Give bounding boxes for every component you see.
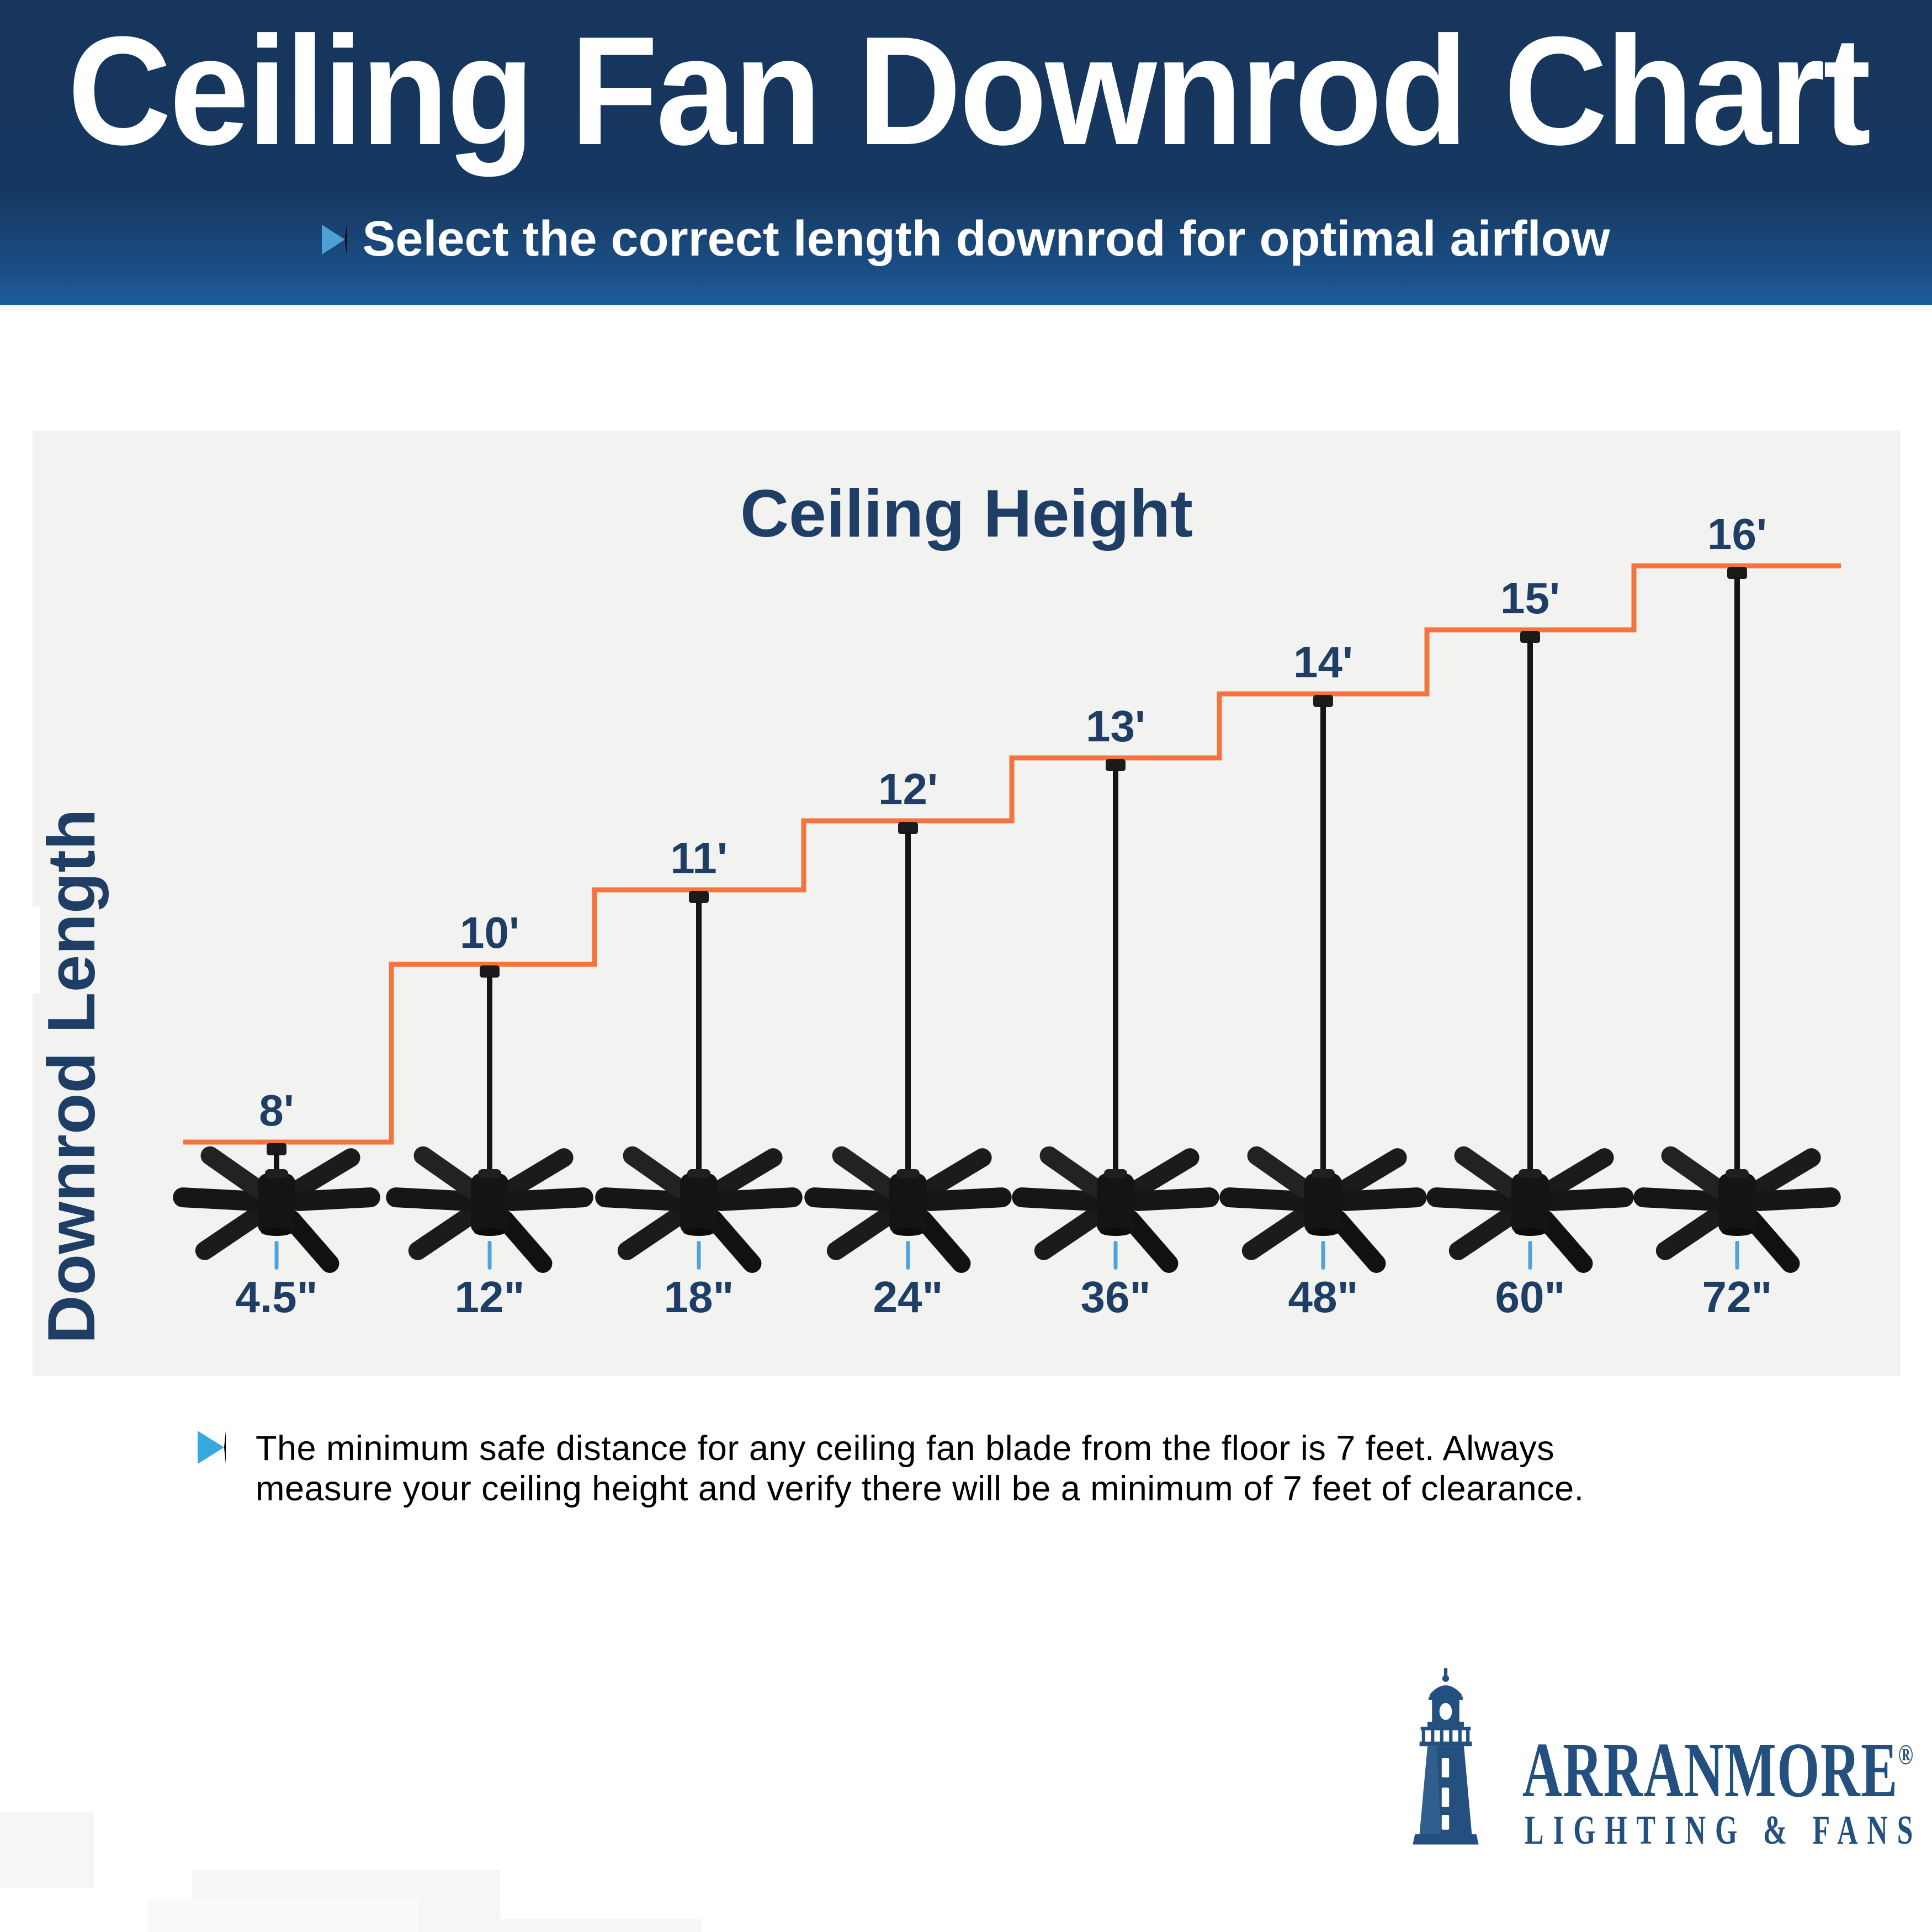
downrod-length-label: 12" [455,1272,525,1321]
fan-canopy [1106,759,1126,771]
fan-downrod [274,1153,279,1176]
header-subtitle-row: Select the correct length downrod for op… [0,211,1932,268]
downrod-length-label: 24" [873,1272,943,1321]
chart-panel: Ceiling Height Downrod Length 8' 4.5" 10' 1… [33,431,1901,1376]
fan-downrod [1113,769,1118,1176]
fan-canopy [1313,695,1333,707]
downrod-length-label: 18" [664,1272,734,1321]
downrod-length-label: 60" [1495,1272,1565,1321]
header-banner: Ceiling Fan Downrod Chart Select the cor… [0,0,1932,305]
chart-content: 8' 4.5" 10' 12" 11' 18" 12' 24" 13' 36" 14' 48" 15' 6… [172,509,1841,1321]
chart-title: Ceiling Height [740,476,1193,551]
fan-canopy [267,1143,286,1155]
downrod-length-label: 4.5" [235,1272,317,1321]
ceiling-height-label: 14' [1293,638,1353,687]
safety-note: The minimum safe distance for any ceilin… [198,1429,1584,1509]
safety-note-line1: The minimum safe distance for any ceilin… [256,1429,1555,1468]
downrod-tick [1528,1241,1532,1270]
fan-downrod [487,975,492,1176]
background-patch [423,1919,702,1932]
brand-logo: ARRANMORE® LIGHTING & FANS [1389,1668,1913,1867]
fan-downrod [1320,705,1326,1176]
downrod-length-label: 48" [1288,1272,1358,1321]
fan-downrod [1734,577,1740,1176]
fan-canopy [1727,567,1747,579]
triangle-bullet-icon [198,1431,226,1464]
y-axis-label: Downrod Length [34,809,109,1344]
downrod-chart-svg: Ceiling Height Downrod Length 8' 4.5" 10' 1… [34,476,1841,1344]
page-title: Ceiling Fan Downrod Chart [67,5,1871,177]
page-subtitle: Select the correct length downrod for op… [362,211,1610,267]
fan-canopy [689,891,709,903]
downrod-length-label: 72" [1702,1272,1772,1321]
lighthouse-icon [1413,1668,1479,1845]
downrod-length-label: 36" [1081,1272,1151,1321]
downrod-tick [1113,1241,1118,1270]
ceiling-height-label: 11' [670,834,728,883]
downrod-tick [1321,1241,1325,1270]
ceiling-height-label: 12' [878,765,938,814]
background-patch [148,1899,420,1932]
orange-step-line [183,563,1841,1145]
background-patch [0,906,40,994]
ceiling-height-label: 15' [1500,574,1560,623]
ceiling-height-label: 16' [1707,509,1767,559]
background-patch [0,1812,94,1888]
downrod-tick [274,1241,279,1270]
brand-tagline: LIGHTING & FANS [1525,1808,1923,1853]
safety-note-line2: measure your ceiling height and verify t… [256,1469,1584,1508]
fan-canopy [480,965,500,978]
fan-downrod [905,832,911,1176]
downrod-tick [697,1241,701,1270]
safety-note-text: The minimum safe distance for any ceilin… [256,1429,1584,1509]
fan-downrod [696,901,702,1176]
brand-name: ARRANMORE® [1522,1726,1913,1813]
fan-canopy [1520,631,1540,643]
downrod-tick [906,1241,910,1270]
fan-downrod [1527,641,1533,1176]
ceiling-height-label: 8' [259,1086,294,1135]
ceiling-height-label: 10' [460,908,519,957]
downrod-tick [487,1241,492,1270]
registered-mark: ® [1898,1739,1913,1771]
fan-canopy [898,822,918,834]
downrod-tick [1735,1241,1739,1270]
triangle-bullet-icon [322,224,347,254]
ceiling-height-label: 13' [1086,702,1145,751]
